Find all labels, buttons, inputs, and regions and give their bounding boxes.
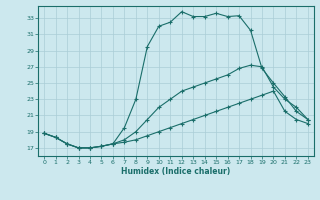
X-axis label: Humidex (Indice chaleur): Humidex (Indice chaleur) (121, 167, 231, 176)
